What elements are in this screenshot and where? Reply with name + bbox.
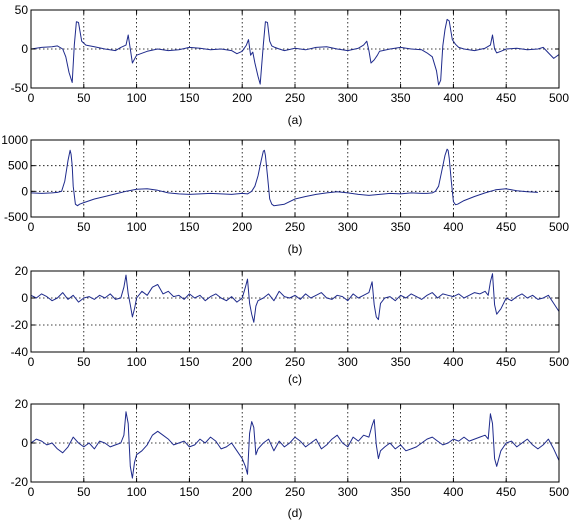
series-line xyxy=(31,273,559,323)
x-tick-label: 400 xyxy=(443,91,463,105)
x-tick-label: 150 xyxy=(179,485,199,499)
x-tick-label: 250 xyxy=(285,485,305,499)
y-tick-label: 20 xyxy=(15,264,29,278)
y-tick-label: -20 xyxy=(11,318,29,332)
x-tick-label: 400 xyxy=(443,220,463,234)
y-tick-label: 0 xyxy=(21,42,28,56)
x-tick-label: 300 xyxy=(338,485,358,499)
x-tick-label: 400 xyxy=(443,355,463,369)
panel-caption: (a) xyxy=(288,113,303,127)
x-tick-label: 100 xyxy=(127,220,147,234)
x-tick-label: 200 xyxy=(232,220,252,234)
x-tick-label: 400 xyxy=(443,485,463,499)
panel-caption: (d) xyxy=(288,506,303,520)
x-tick-label: 150 xyxy=(179,220,199,234)
x-tick-label: 450 xyxy=(496,355,516,369)
y-tick-label: 0 xyxy=(21,291,28,305)
x-tick-label: 500 xyxy=(549,91,569,105)
x-tick-label: 100 xyxy=(127,91,147,105)
x-tick-label: 450 xyxy=(496,220,516,234)
x-tick-label: 500 xyxy=(549,220,569,234)
x-tick-label: 200 xyxy=(232,355,252,369)
y-tick-label: -40 xyxy=(11,345,29,359)
x-tick-label: 50 xyxy=(77,91,91,105)
y-tick-label: -500 xyxy=(4,210,28,224)
x-tick-label: 300 xyxy=(338,91,358,105)
x-tick-label: 500 xyxy=(549,355,569,369)
x-tick-label: 450 xyxy=(496,485,516,499)
x-tick-label: 500 xyxy=(549,485,569,499)
y-tick-label: 20 xyxy=(15,397,29,411)
panel-caption: (c) xyxy=(288,372,302,386)
y-tick-label: 0 xyxy=(21,436,28,450)
x-tick-label: 150 xyxy=(179,355,199,369)
plot-panel: 0 50 100 150 200 250 300 350 400 450 500-500050010… xyxy=(1,133,569,256)
y-tick-label: 500 xyxy=(8,159,28,173)
x-tick-label: 0 xyxy=(28,355,35,369)
series-line xyxy=(31,411,559,479)
x-tick-label: 250 xyxy=(285,220,305,234)
y-tick-label: 1000 xyxy=(1,133,28,147)
y-tick-label: 50 xyxy=(15,3,29,17)
x-tick-label: 200 xyxy=(232,91,252,105)
x-tick-label: 350 xyxy=(391,355,411,369)
x-tick-label: 50 xyxy=(77,220,91,234)
y-tick-label: -20 xyxy=(11,475,29,489)
x-tick-label: 300 xyxy=(338,220,358,234)
x-tick-label: 50 xyxy=(77,355,91,369)
x-tick-label: 200 xyxy=(232,485,252,499)
x-tick-label: 350 xyxy=(391,91,411,105)
series-line xyxy=(31,148,538,207)
x-tick-label: 350 xyxy=(391,220,411,234)
x-tick-label: 300 xyxy=(338,355,358,369)
panel-caption: (b) xyxy=(288,242,303,256)
x-tick-label: 100 xyxy=(127,485,147,499)
x-tick-label: 350 xyxy=(391,485,411,499)
x-tick-label: 0 xyxy=(28,485,35,499)
series-line xyxy=(31,18,559,86)
x-tick-label: 450 xyxy=(496,91,516,105)
x-tick-label: 250 xyxy=(285,91,305,105)
x-tick-label: 100 xyxy=(127,355,147,369)
plot-panel: 0 50 100 150 200 250 300 350 400 450 500 -40 -20 0 20 (… xyxy=(11,264,570,386)
y-tick-label: 0 xyxy=(21,184,28,198)
x-tick-label: 150 xyxy=(179,91,199,105)
y-tick-label: -50 xyxy=(11,81,29,95)
x-tick-label: 250 xyxy=(285,355,305,369)
x-tick-label: 0 xyxy=(28,220,35,234)
x-tick-label: 50 xyxy=(77,485,91,499)
x-tick-label: 0 xyxy=(28,91,35,105)
